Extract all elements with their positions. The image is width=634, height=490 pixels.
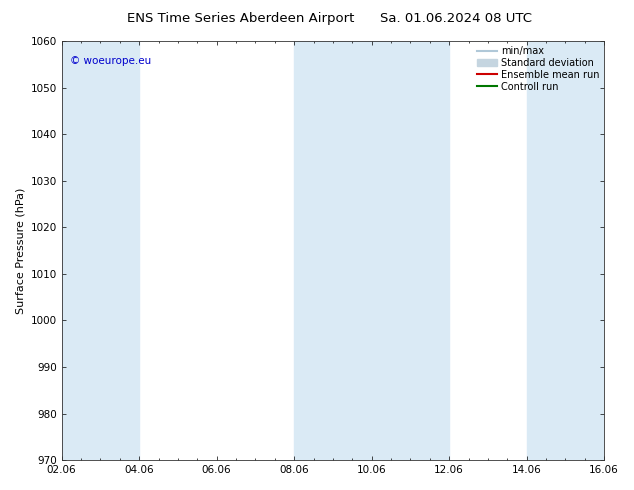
Legend: min/max, Standard deviation, Ensemble mean run, Controll run: min/max, Standard deviation, Ensemble me… <box>474 43 602 95</box>
Y-axis label: Surface Pressure (hPa): Surface Pressure (hPa) <box>15 187 25 314</box>
Bar <box>527 41 604 460</box>
Bar <box>61 41 139 460</box>
Text: © woeurope.eu: © woeurope.eu <box>70 56 151 66</box>
Text: Sa. 01.06.2024 08 UTC: Sa. 01.06.2024 08 UTC <box>380 12 533 25</box>
Text: ENS Time Series Aberdeen Airport: ENS Time Series Aberdeen Airport <box>127 12 354 25</box>
Bar <box>294 41 449 460</box>
